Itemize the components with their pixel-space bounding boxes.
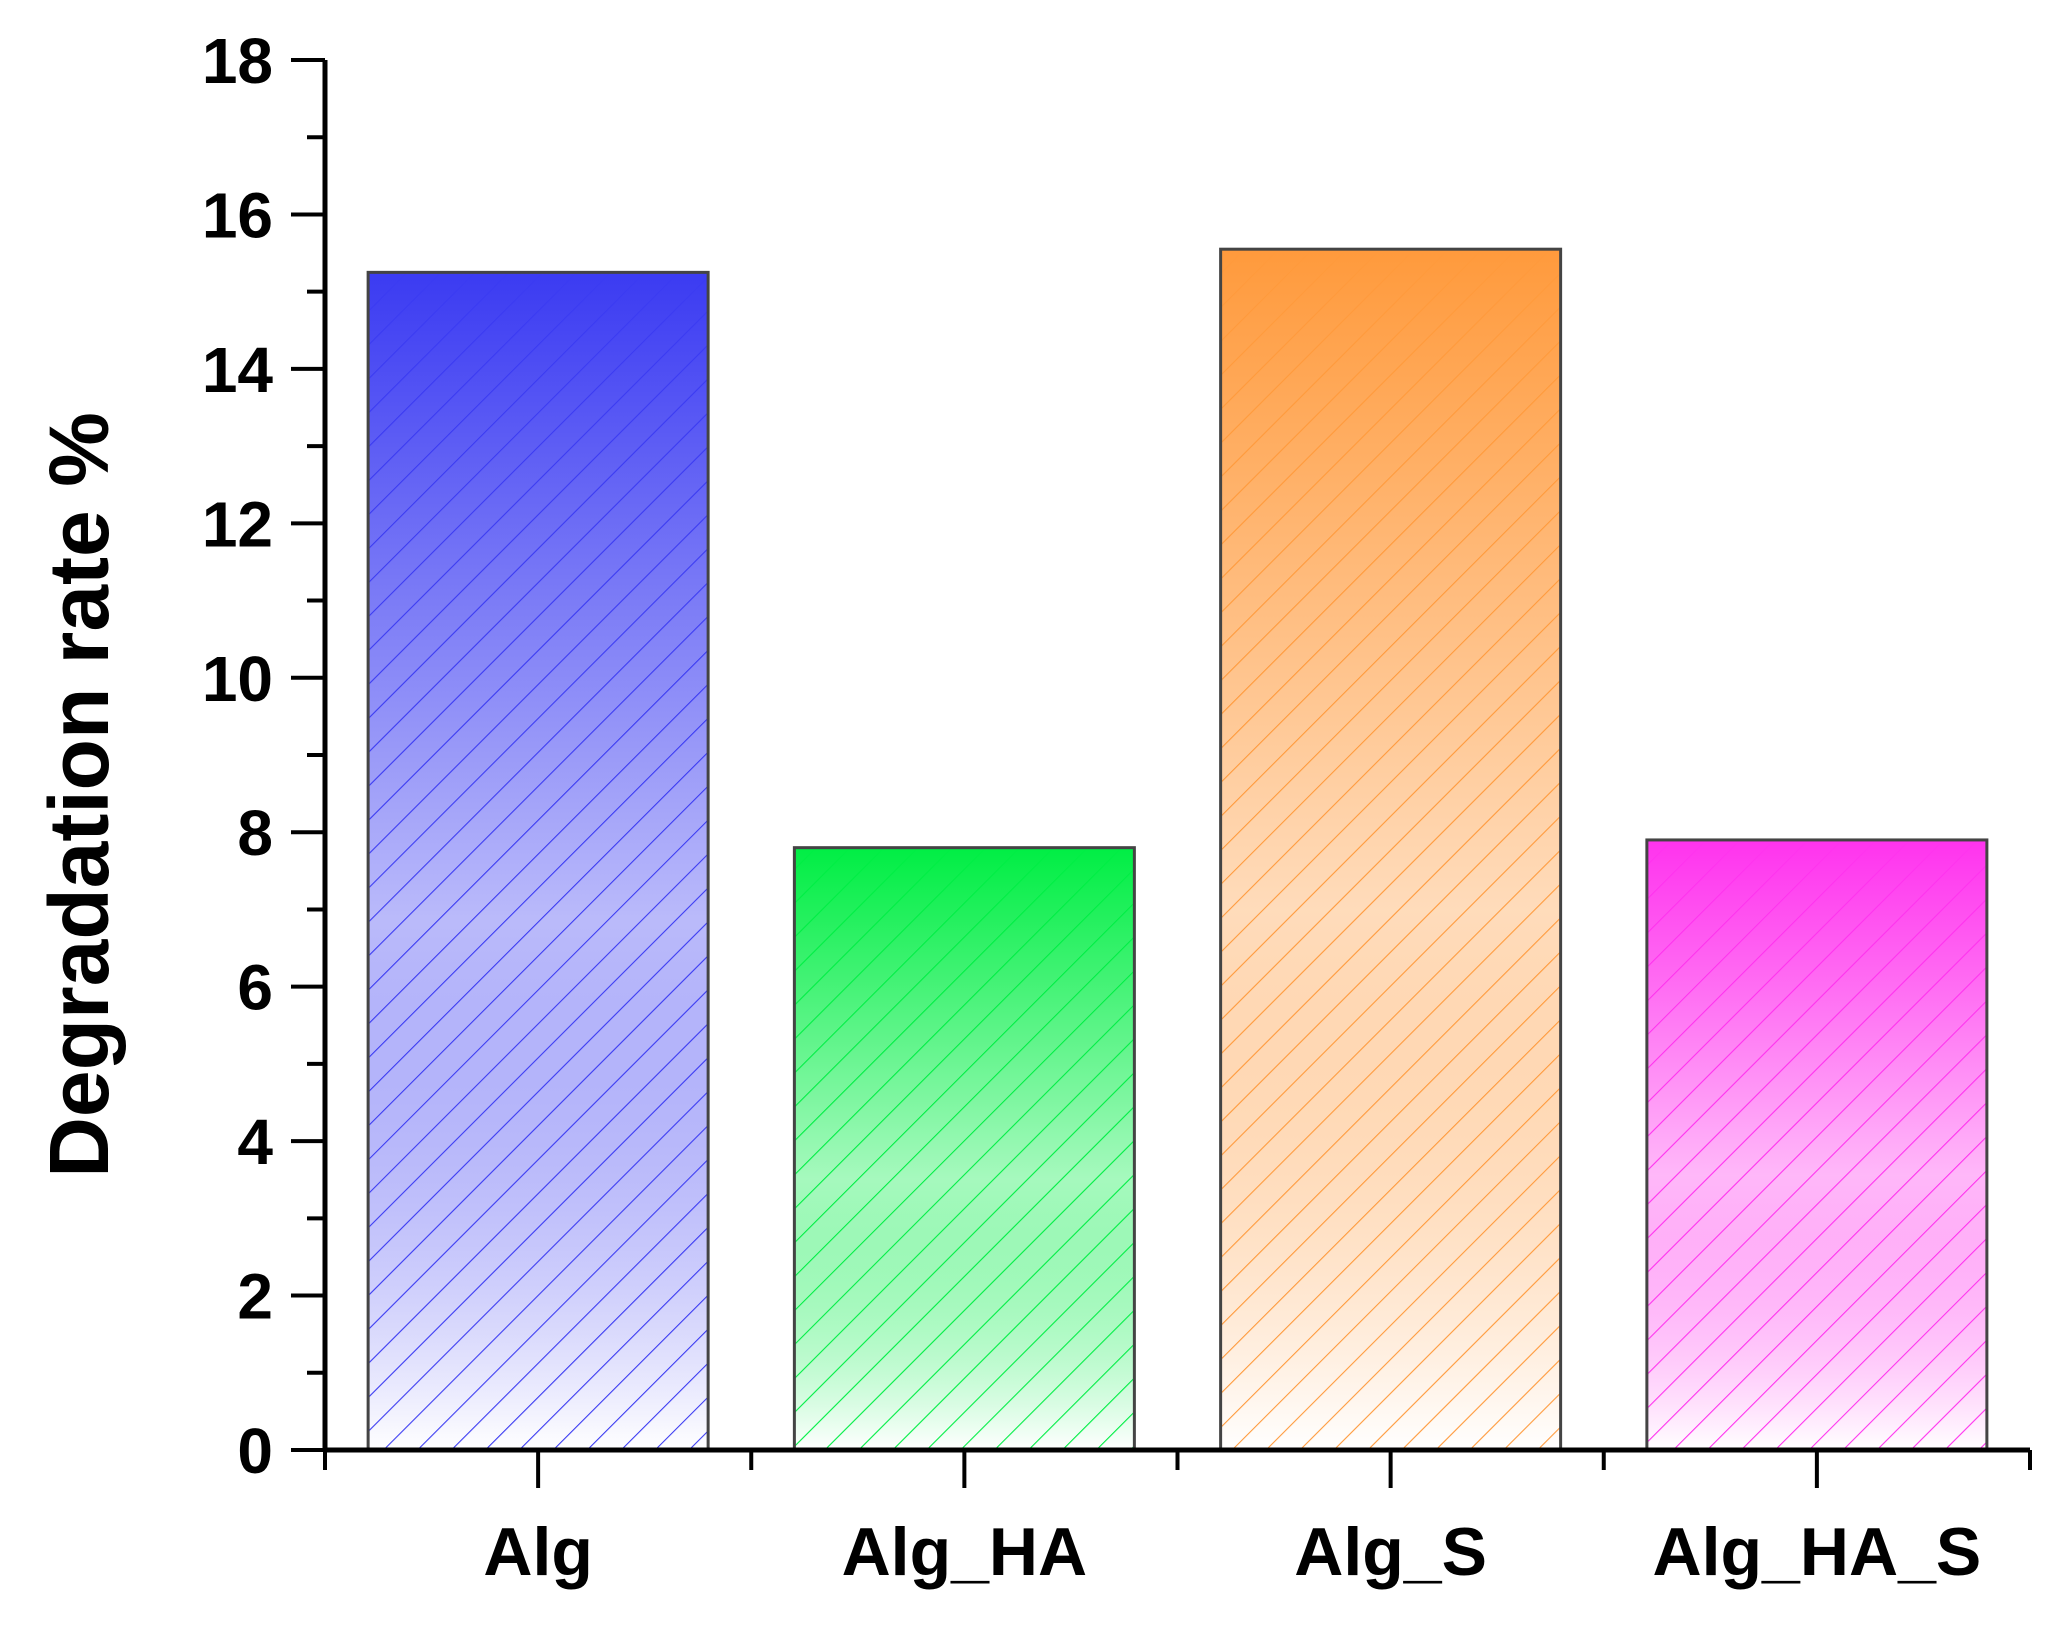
y-tick-label: 14 <box>202 334 274 406</box>
y-tick-label: 12 <box>202 488 273 560</box>
bar-hatch <box>368 272 709 1451</box>
y-tick-label: 2 <box>237 1261 273 1333</box>
bar-group-alg-s <box>1219 247 1563 1452</box>
x-tick-label: Alg <box>483 1514 593 1590</box>
y-tick-label: 16 <box>202 179 273 251</box>
axes-layer <box>291 58 2032 1488</box>
bars-layer <box>366 247 1989 1452</box>
x-tick-label: Alg_HA_S <box>1653 1514 1982 1590</box>
y-tick-label: 8 <box>237 797 273 869</box>
y-tick-label: 18 <box>202 25 273 97</box>
y-axis-title: Degradation rate % <box>32 412 126 1178</box>
labels-layer: Alg Alg_HA Alg_S Alg_HA_S 0 2 4 6 8 10 12 14 16 18 <box>202 25 1981 1590</box>
x-tick-label: Alg_HA <box>842 1514 1088 1590</box>
bar-hatch <box>1220 249 1561 1450</box>
y-tick-label: 0 <box>237 1415 273 1487</box>
y-tick-label: 4 <box>237 1106 273 1178</box>
bar-group-alg-ha <box>792 846 1136 1452</box>
bar-group-alg <box>366 270 710 1452</box>
bar-hatch <box>1646 839 1987 1450</box>
x-tick-label: Alg_S <box>1294 1514 1487 1590</box>
bar-hatch <box>794 847 1135 1450</box>
y-tick-label: 10 <box>202 643 273 715</box>
y-tick-label: 6 <box>237 952 273 1024</box>
bar-group-alg-ha-s <box>1645 838 1989 1452</box>
